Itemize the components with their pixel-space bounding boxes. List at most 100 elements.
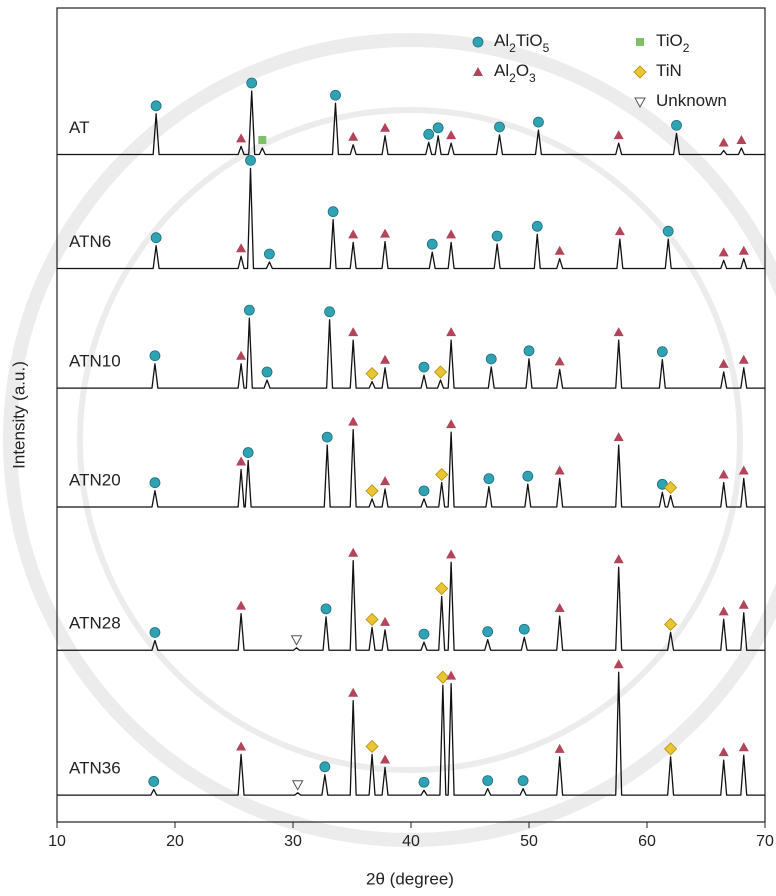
- phase-marker: [555, 356, 565, 365]
- phase-marker: [483, 627, 493, 637]
- phase-marker: [348, 327, 358, 336]
- phase-marker: [236, 601, 246, 610]
- phase-marker: [264, 249, 274, 259]
- phase-marker: [293, 781, 303, 790]
- phase-marker: [236, 457, 246, 466]
- phase-marker: [419, 629, 429, 639]
- phase-marker: [614, 554, 624, 563]
- x-tick-label: 20: [166, 833, 184, 850]
- phase-marker: [151, 101, 161, 111]
- phase-marker: [739, 246, 749, 255]
- phase-marker: [524, 346, 534, 356]
- phase-marker: [555, 744, 565, 753]
- phase-marker: [292, 636, 302, 645]
- x-axis-label: 2θ (degree): [366, 869, 454, 888]
- phase-marker: [736, 135, 746, 144]
- phase-marker: [446, 229, 456, 238]
- phase-marker: [532, 221, 542, 231]
- phase-marker: [328, 207, 338, 217]
- watermark: [10, 40, 776, 840]
- phase-marker: [446, 419, 456, 428]
- phase-marker: [492, 231, 502, 241]
- phase-marker: [366, 485, 378, 497]
- phase-marker: [518, 776, 528, 786]
- legend-label: Unknown: [656, 91, 727, 110]
- phase-marker: [433, 123, 443, 133]
- legend-marker: [634, 66, 646, 78]
- xrd-pattern: [57, 430, 765, 507]
- phase-marker: [149, 776, 159, 786]
- legend-marker: [473, 37, 483, 47]
- phase-marker: [446, 549, 456, 558]
- phase-marker: [519, 624, 529, 634]
- phase-marker: [719, 247, 729, 256]
- phase-marker: [719, 606, 729, 615]
- phase-marker: [427, 239, 437, 249]
- phase-marker: [719, 470, 729, 479]
- phase-marker: [243, 448, 253, 458]
- phase-marker: [739, 600, 749, 609]
- phase-marker: [366, 613, 378, 625]
- phase-marker: [236, 243, 246, 252]
- x-tick-label: 30: [284, 833, 302, 850]
- phase-marker: [555, 603, 565, 612]
- phase-marker: [236, 133, 246, 142]
- phase-marker: [236, 351, 246, 360]
- phase-marker: [739, 742, 749, 751]
- pattern-label: AT: [69, 118, 89, 137]
- phase-marker: [665, 618, 677, 630]
- phase-marker: [150, 478, 160, 488]
- phase-marker: [614, 130, 624, 139]
- phase-marker: [247, 78, 257, 88]
- x-tick-label: 10: [48, 833, 66, 850]
- phase-marker: [615, 226, 625, 235]
- phase-marker: [436, 469, 448, 481]
- phase-marker: [719, 137, 729, 146]
- phase-marker: [484, 474, 494, 484]
- phase-marker: [446, 130, 456, 139]
- phase-marker: [437, 671, 449, 683]
- phase-marker: [380, 123, 390, 132]
- pattern-label: ATN36: [69, 759, 121, 778]
- phase-marker: [151, 233, 161, 243]
- phase-marker: [533, 117, 543, 127]
- phase-marker: [325, 307, 335, 317]
- phase-marker: [348, 417, 358, 426]
- phase-marker: [419, 777, 429, 787]
- legend-label: TiO2: [656, 31, 690, 55]
- phase-marker: [419, 362, 429, 372]
- phase-marker: [366, 368, 378, 380]
- chart: 2θ (degree) Intensity (a.u.) 10203040506…: [0, 0, 776, 896]
- phase-marker: [380, 754, 390, 763]
- phase-marker: [446, 671, 456, 680]
- phase-marker: [380, 355, 390, 364]
- phase-marker: [495, 122, 505, 132]
- phase-marker: [262, 367, 272, 377]
- x-tick-label: 70: [756, 833, 774, 850]
- phase-marker: [614, 659, 624, 668]
- phase-marker: [321, 604, 331, 614]
- phase-marker: [380, 476, 390, 485]
- x-tick-label: 60: [638, 833, 656, 850]
- phase-marker: [663, 226, 673, 236]
- phase-marker: [348, 132, 358, 141]
- phase-marker: [348, 229, 358, 238]
- phase-marker: [672, 120, 682, 130]
- xrd-pattern: [57, 561, 765, 651]
- pattern-label: ATN20: [69, 470, 121, 489]
- y-axis-label: Intensity (a.u.): [9, 361, 28, 469]
- phase-marker: [446, 327, 456, 336]
- phase-marker: [380, 229, 390, 238]
- pattern-label: ATN28: [69, 614, 121, 633]
- phase-marker: [555, 246, 565, 255]
- phase-marker: [419, 486, 429, 496]
- legend-marker: [636, 38, 644, 46]
- phase-marker: [523, 471, 533, 481]
- phase-marker: [258, 136, 266, 144]
- phase-marker: [719, 747, 729, 756]
- phase-marker: [614, 432, 624, 441]
- phase-marker: [150, 627, 160, 637]
- phase-marker: [483, 776, 493, 786]
- phase-marker: [436, 583, 448, 595]
- phase-marker: [657, 347, 667, 357]
